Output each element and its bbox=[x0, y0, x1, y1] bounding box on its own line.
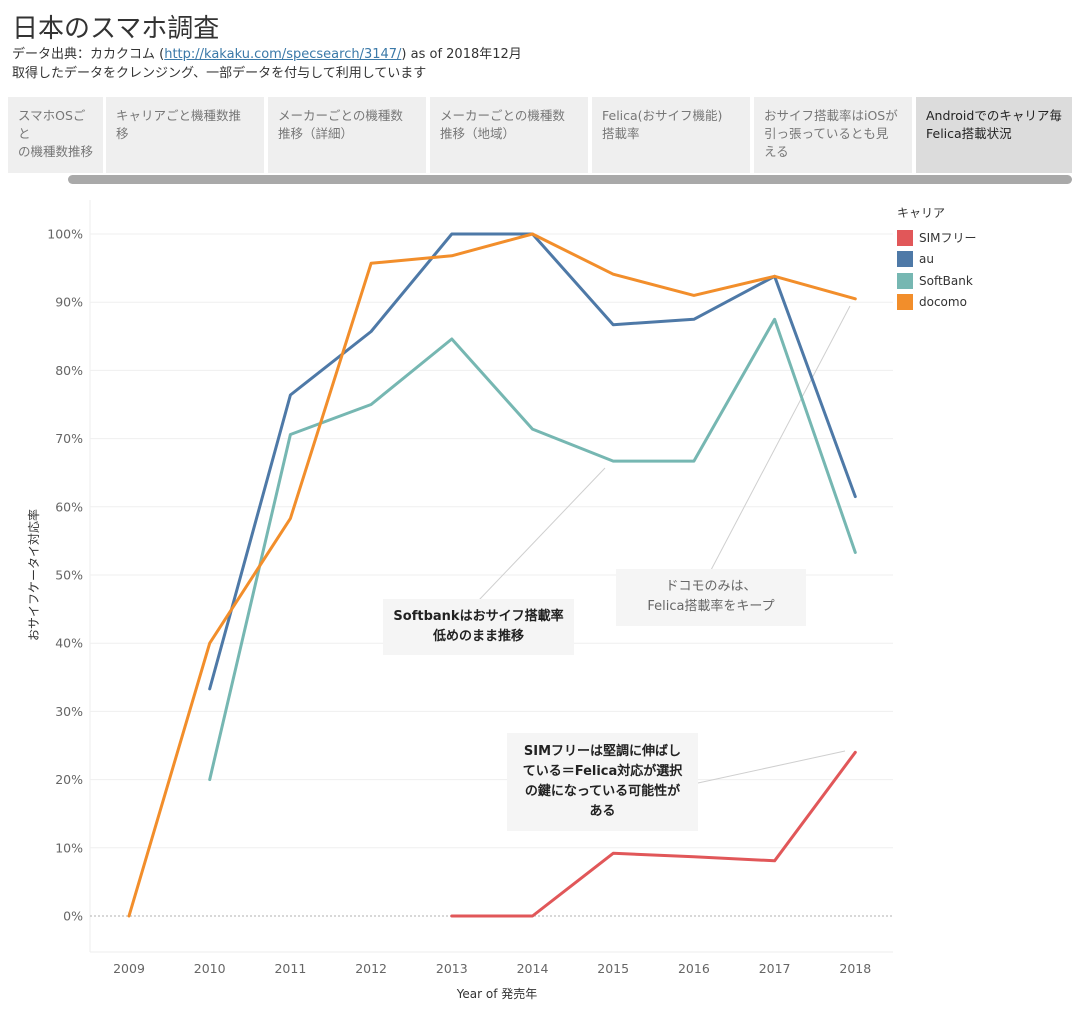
y-tick-label: 70% bbox=[55, 431, 83, 446]
y-axis-title: おサイフケータイ対応率 bbox=[26, 509, 41, 641]
source-suffix: ) as of 2018年12月 bbox=[401, 47, 522, 62]
series-line-SoftBank bbox=[208, 317, 857, 782]
legend-label: SoftBank bbox=[919, 273, 973, 288]
tab-carrier-trend[interactable]: キャリアごと機種数推移 bbox=[106, 97, 264, 173]
tab-maker-region[interactable]: メーカーごとの機種数 推移（地域） bbox=[430, 97, 588, 173]
x-tick-label: 2015 bbox=[597, 961, 629, 976]
x-tick-label: 2018 bbox=[839, 961, 871, 976]
legend-title: キャリア bbox=[897, 206, 946, 220]
y-tick-label: 20% bbox=[55, 772, 83, 787]
annotation-softbank: Softbankはおサイフ搭載率 低めのまま推移 bbox=[383, 599, 574, 655]
legend-label: SIMフリー bbox=[919, 231, 977, 246]
annotation-simfree: SIMフリーは堅調に伸ばし ている＝Felica対応が選択 の鍵になっている可能… bbox=[507, 733, 698, 831]
y-tick-label: 80% bbox=[55, 363, 83, 378]
annotation-leader-line bbox=[710, 305, 851, 571]
y-tick-label: 60% bbox=[55, 499, 83, 514]
legend-item[interactable]: docomo bbox=[897, 292, 977, 314]
series-line-SIMフリー bbox=[450, 750, 857, 918]
annotation-leaders bbox=[478, 305, 851, 784]
y-tick-label: 40% bbox=[55, 636, 83, 651]
legend-item[interactable]: SoftBank bbox=[897, 270, 977, 292]
x-tick-label: 2017 bbox=[759, 961, 791, 976]
y-tick-label: 30% bbox=[55, 704, 83, 719]
source-prefix: データ出典：カカクコム ( bbox=[12, 47, 165, 62]
x-tick-label: 2011 bbox=[274, 961, 306, 976]
x-axis-labels: 2009 2010 2011 2012 2013 2014 2015 2016 2017 2018 bbox=[113, 961, 871, 976]
data-note: 取得したデータをクレンジング、一部データを付与して利用しています bbox=[12, 66, 427, 81]
y-axis-labels: 0% 10% 20% 30% 40% 50% 60% 70% 80% 90% 100% bbox=[47, 227, 83, 924]
y-tick-label: 50% bbox=[55, 568, 83, 583]
tab-felica-rate[interactable]: Felica(おサイフ機能) 搭載率 bbox=[592, 97, 750, 173]
legend-swatch bbox=[897, 251, 913, 268]
tab-os-trend[interactable]: スマホOSごと の機種数推移 bbox=[8, 97, 103, 173]
legend-label: au bbox=[919, 252, 934, 267]
legend-swatch bbox=[897, 229, 913, 246]
y-tick-label: 0% bbox=[63, 909, 83, 924]
legend-item[interactable]: au bbox=[897, 249, 977, 271]
x-tick-label: 2009 bbox=[113, 961, 145, 976]
x-tick-label: 2014 bbox=[517, 961, 549, 976]
legend: キャリア SIMフリー au SoftBank docomo bbox=[897, 204, 977, 313]
series-line-docomo bbox=[127, 232, 857, 918]
y-tick-label: 10% bbox=[55, 840, 83, 855]
tab-ios-felica[interactable]: おサイフ搭載率はiOSが 引っ張っているとも見 える bbox=[754, 97, 912, 173]
legend-item[interactable]: SIMフリー bbox=[897, 227, 977, 249]
x-tick-label: 2016 bbox=[678, 961, 710, 976]
annotation-docomo: ドコモのみは、 Felica搭載率をキープ bbox=[616, 569, 806, 626]
x-tick-label: 2012 bbox=[355, 961, 387, 976]
source-line: データ出典：カカクコム (http://kakaku.com/specsearc… bbox=[12, 45, 522, 64]
source-link[interactable]: http://kakaku.com/specsearch/3147/ bbox=[164, 47, 402, 62]
legend-label: docomo bbox=[919, 295, 967, 310]
legend-swatch bbox=[897, 272, 913, 289]
y-tick-label: 90% bbox=[55, 295, 83, 310]
story-tabs: スマホOSごと の機種数推移 キャリアごと機種数推移 メーカーごとの機種数 推移（詳… bbox=[8, 97, 1072, 173]
tab-maker-detail[interactable]: メーカーごとの機種数 推移（詳細） bbox=[268, 97, 426, 173]
legend-swatch bbox=[897, 294, 913, 311]
y-tick-label: 100% bbox=[47, 227, 83, 242]
subtitle: データ出典：カカクコム (http://kakaku.com/specsearc… bbox=[12, 45, 522, 83]
tab-android-carrier-felica[interactable]: Androidでのキャリア毎 Felica搭載状況 bbox=[916, 97, 1072, 173]
tabs-scrollbar[interactable] bbox=[68, 175, 1072, 184]
annotation-leader-line bbox=[478, 467, 606, 601]
x-axis-title: Year of 発売年 bbox=[456, 986, 538, 1001]
annotation-leader-line bbox=[697, 750, 846, 784]
line-chart: 0%10%20%30%40%50%60%70%80%90%100% 2009 20… bbox=[26, 200, 893, 1001]
page-title: 日本のスマホ調査 bbox=[12, 14, 220, 44]
series-lines bbox=[127, 232, 857, 918]
x-tick-label: 2010 bbox=[194, 961, 226, 976]
x-tick-label: 2013 bbox=[436, 961, 468, 976]
